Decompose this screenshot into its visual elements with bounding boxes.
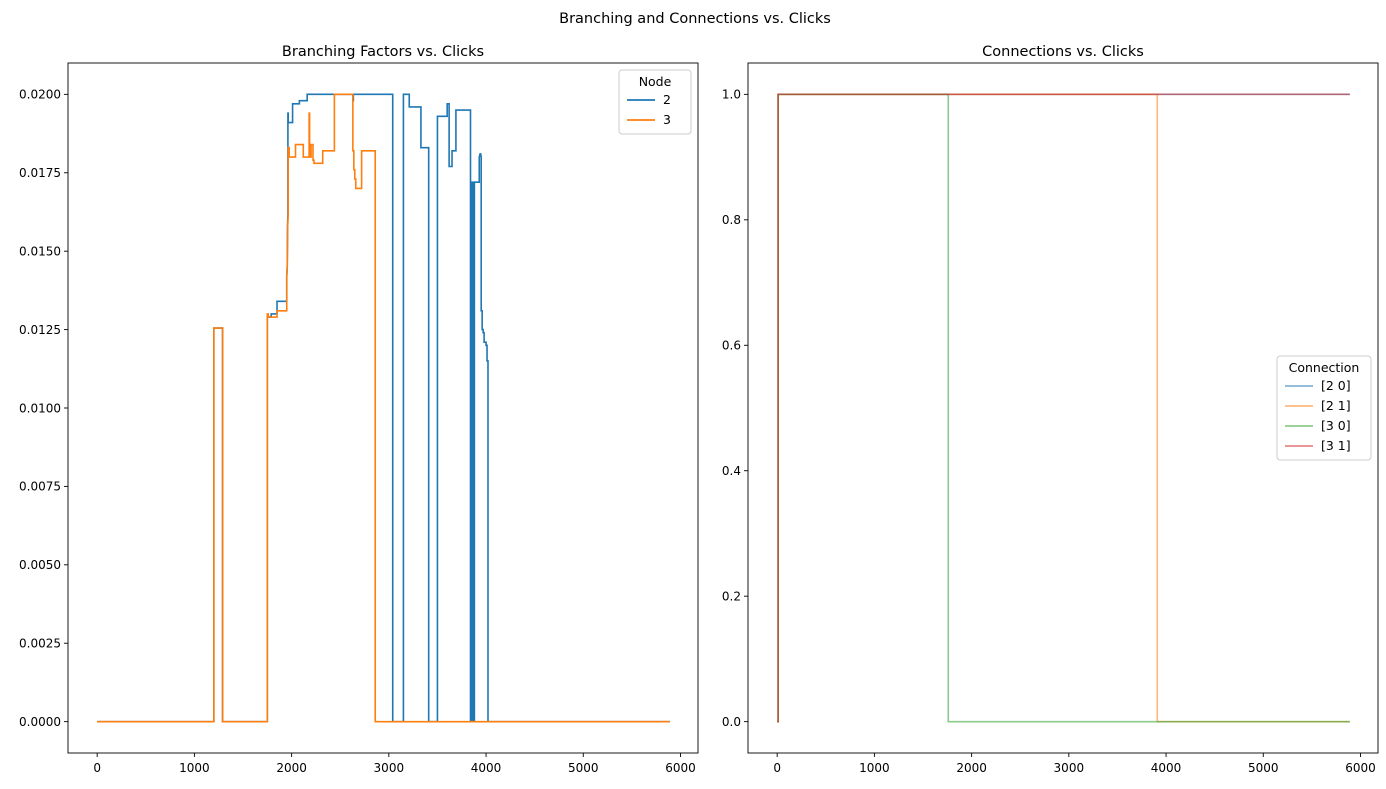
chart0-y-tick-label-7: 0.0175	[19, 166, 61, 180]
chart1-legend-title: Connection	[1289, 360, 1360, 375]
chart1-y-tick-label-1: 0.2	[722, 589, 741, 603]
chart1-x-tick-label-0: 0	[773, 761, 781, 775]
chart0-legend-label-0: 2	[663, 92, 671, 107]
chart0-legend-box	[618, 69, 692, 135]
chart0-series-group	[97, 93, 670, 723]
chart1-y-tick-label-3: 0.6	[722, 339, 741, 353]
chart1-y-tick-label-2: 0.4	[722, 464, 741, 478]
chart1-legend-label-1: [2 1]	[1321, 398, 1351, 413]
chart0-x-tick-label-6: 6000	[665, 761, 696, 775]
chart0-y-tick-label-3: 0.0075	[19, 480, 61, 494]
chart1-x-tick-label-4: 4000	[1151, 761, 1182, 775]
chart1-series-line-2	[777, 93, 1350, 723]
chart0-legend-label-1: 3	[663, 112, 671, 127]
figure-suptitle: Branching and Connections vs. Clicks	[559, 11, 831, 27]
chart0-x-tick-label-5: 5000	[568, 761, 599, 775]
chart1-x-tick-label-6: 6000	[1345, 761, 1376, 775]
chart1-legend-label-3: [3 1]	[1321, 438, 1351, 453]
chart0-legend: Node 2 3	[618, 69, 692, 135]
chart0-y-tick-label-0: 0.0000	[19, 715, 61, 729]
chart0-x-tick-label-2: 2000	[276, 761, 307, 775]
chart0-series-line-1	[97, 93, 670, 723]
chart1-series-group	[777, 93, 1350, 723]
branching-factors-chart: Branching Factors vs. Clicks 0 1000 2000 300…	[19, 44, 699, 775]
chart1-series-line-1	[777, 93, 1350, 723]
chart1-x-tick-label-1: 1000	[859, 761, 890, 775]
chart1-series-line-3	[777, 93, 1350, 723]
chart0-x-tick-label-4: 4000	[471, 761, 502, 775]
chart1-y-tick-label-4: 0.8	[722, 213, 741, 227]
chart0-y-tick-label-5: 0.0125	[19, 323, 61, 337]
chart0-y-tick-label-2: 0.0050	[19, 558, 61, 572]
chart0-y-tick-label-6: 0.0150	[19, 244, 61, 258]
chart0-axes-frame	[67, 62, 699, 754]
chart1-legend-label-0: [2 0]	[1321, 378, 1351, 393]
chart1-series-line-0	[777, 93, 1350, 723]
chart1-y-tick-label-0: 0.0	[722, 715, 741, 729]
chart0-y-tick-label-1: 0.0025	[19, 637, 61, 651]
chart0-y-tick-label-4: 0.0100	[19, 401, 61, 415]
chart1-legend-label-2: [3 0]	[1321, 418, 1351, 433]
chart1-x-tick-label-3: 3000	[1054, 761, 1085, 775]
chart1-axes-frame	[747, 62, 1379, 754]
chart0-x-tick-label-0: 0	[93, 761, 101, 775]
chart1-x-tick-label-5: 5000	[1248, 761, 1279, 775]
chart0-y-tick-label-8: 0.0200	[19, 88, 61, 102]
chart1-legend-box	[1276, 355, 1372, 461]
chart0-x-tick-label-1: 1000	[179, 761, 210, 775]
connections-chart: Connections vs. Clicks 0 1000 2000 3000 4000 5…	[722, 44, 1379, 775]
chart1-title: Connections vs. Clicks	[982, 44, 1144, 60]
chart0-series-line-0	[97, 93, 670, 723]
chart1-x-tick-label-2: 2000	[956, 761, 987, 775]
chart0-x-tick-label-3: 3000	[374, 761, 405, 775]
chart0-title: Branching Factors vs. Clicks	[282, 44, 484, 60]
chart1-legend: Connection [2 0] [2 1] [3 0] [3 1]	[1276, 355, 1372, 461]
chart0-legend-title: Node	[639, 74, 672, 89]
chart1-y-tick-label-5: 1.0	[722, 88, 741, 102]
